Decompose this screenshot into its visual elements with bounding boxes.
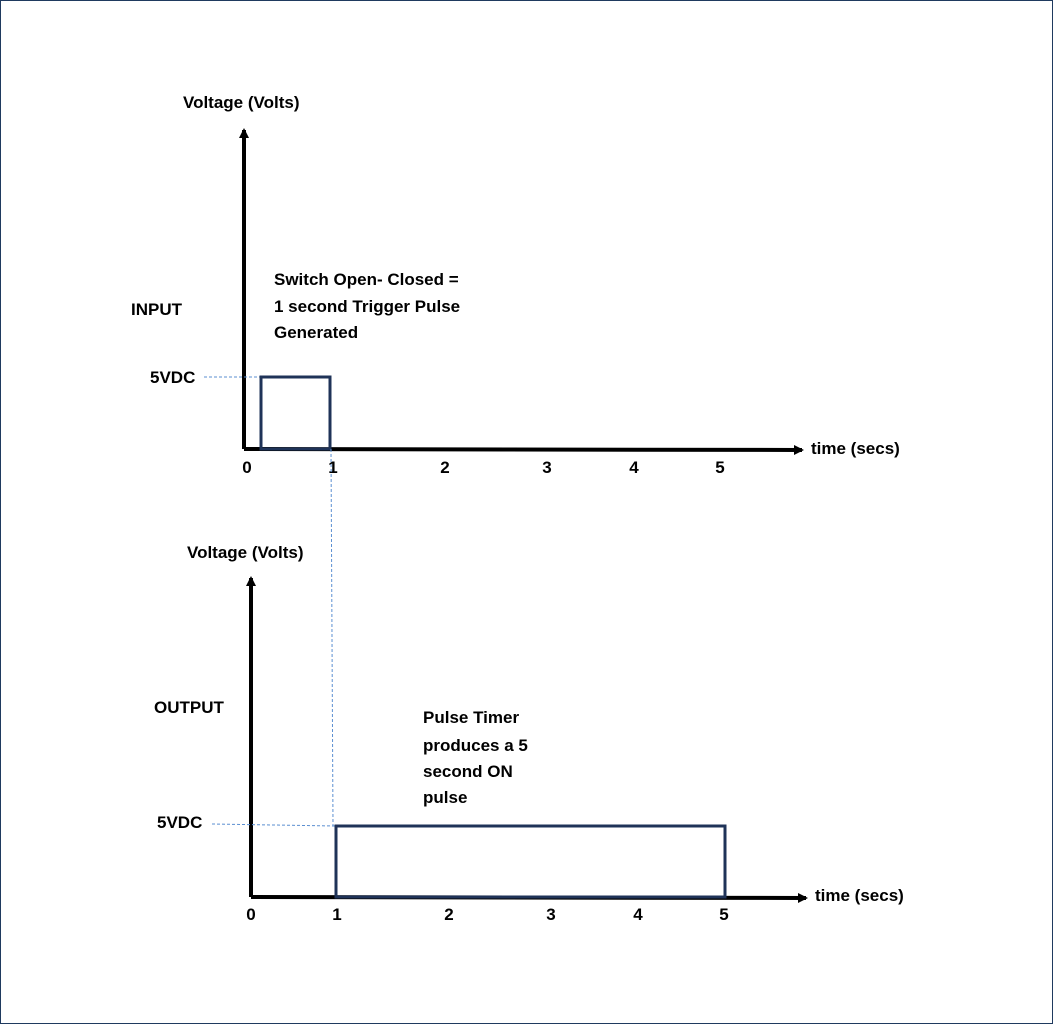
- output-side-label: OUTPUT: [154, 698, 225, 717]
- input-level-label: 5VDC: [150, 368, 195, 387]
- output-tick-label: 1: [332, 905, 341, 924]
- output-level-label: 5VDC: [157, 813, 202, 832]
- output-diagram: Voltage (Volts) time (secs) OUTPUT 5VDC …: [154, 543, 904, 924]
- output-tick-label: 4: [633, 905, 643, 924]
- input-tick-label: 1: [328, 458, 337, 477]
- input-tick-label: 4: [629, 458, 639, 477]
- output-tick-label: 3: [546, 905, 555, 924]
- input-x-axis-label: time (secs): [811, 439, 900, 458]
- input-side-label: INPUT: [131, 300, 183, 319]
- output-note-line: produces a 5: [423, 736, 528, 755]
- input-tick-label: 2: [440, 458, 449, 477]
- input-tick-label: 3: [542, 458, 551, 477]
- output-note-line: second ON: [423, 762, 513, 781]
- output-tick-label: 0: [246, 905, 255, 924]
- output-level-guide: [211, 823, 336, 827]
- input-x-axis: [243, 444, 804, 455]
- output-note-line: Pulse Timer: [423, 708, 519, 727]
- output-y-axis-label: Voltage (Volts): [187, 543, 304, 562]
- output-x-axis-label: time (secs): [815, 886, 904, 905]
- output-tick-label: 5: [719, 905, 728, 924]
- input-trigger-pulse: [259, 375, 332, 451]
- input-tick-label: 0: [242, 458, 251, 477]
- input-note-line: 1 second Trigger Pulse: [274, 297, 460, 316]
- timing-guide-line: [330, 448, 334, 827]
- input-note-line: Switch Open- Closed =: [274, 270, 459, 289]
- input-tick-label: 5: [715, 458, 724, 477]
- input-y-axis-label: Voltage (Volts): [183, 93, 300, 112]
- output-on-pulse: [334, 824, 727, 899]
- input-note-line: Generated: [274, 323, 358, 342]
- output-note-line: pulse: [423, 788, 467, 807]
- input-diagram: Voltage (Volts) time (secs) INPUT 5VDC S…: [131, 93, 900, 477]
- output-tick-label: 2: [444, 905, 453, 924]
